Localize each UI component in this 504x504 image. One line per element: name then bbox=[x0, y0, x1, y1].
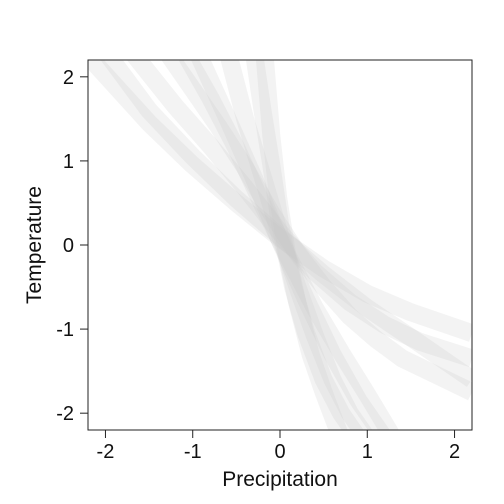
series-band-9 bbox=[178, 60, 399, 430]
x-tick-label: -1 bbox=[184, 441, 202, 463]
series-band-8 bbox=[255, 60, 348, 430]
x-axis: -2 -1 0 1 2 bbox=[97, 430, 460, 463]
series-band-4 bbox=[161, 60, 472, 401]
x-tick-label: 1 bbox=[362, 441, 373, 463]
y-tick-label: 0 bbox=[63, 235, 74, 257]
x-tick-label: -2 bbox=[97, 441, 115, 463]
series-band-2 bbox=[126, 60, 472, 368]
series-band-3 bbox=[100, 60, 472, 387]
x-tick-label: 0 bbox=[274, 441, 285, 463]
y-tick-label: -2 bbox=[56, 403, 74, 425]
series-band-5 bbox=[191, 60, 390, 430]
x-tick-label: 2 bbox=[449, 441, 460, 463]
y-tick-label: -1 bbox=[56, 319, 74, 341]
series-band-1 bbox=[88, 60, 472, 342]
y-tick-label: 2 bbox=[63, 67, 74, 89]
y-axis-label: Temperature bbox=[23, 186, 46, 304]
y-tick-label: 1 bbox=[63, 151, 74, 173]
series-band-7 bbox=[245, 60, 364, 430]
y-axis: -2 -1 0 1 2 bbox=[56, 67, 88, 425]
series-band-6 bbox=[220, 60, 373, 430]
series-bands bbox=[88, 60, 472, 430]
x-axis-label: Precipitation bbox=[222, 468, 338, 491]
